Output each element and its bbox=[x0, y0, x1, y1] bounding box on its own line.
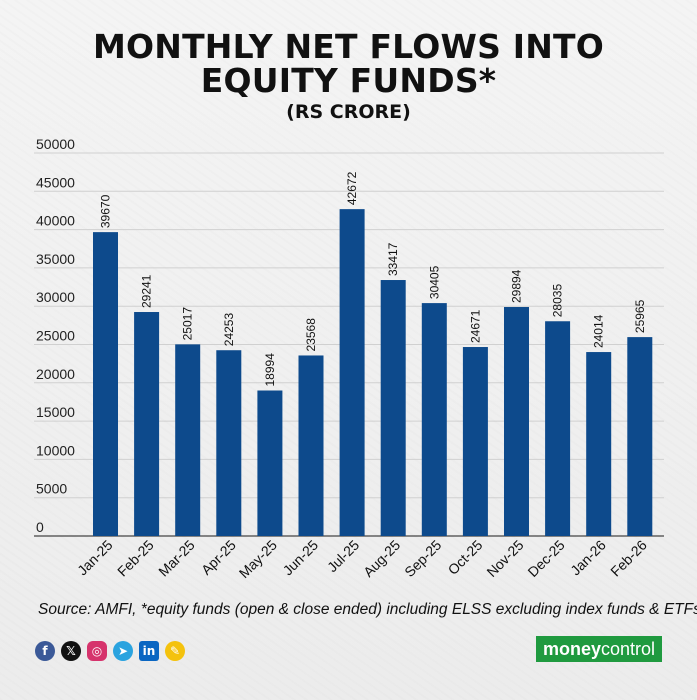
data-label: 30405 bbox=[427, 265, 441, 299]
x-tick-label: Apr-25 bbox=[198, 537, 239, 578]
source-note: Source: AMFI, *equity funds (open & clos… bbox=[38, 601, 697, 618]
bar bbox=[586, 352, 612, 536]
x-tick-label: Jan-25 bbox=[74, 537, 116, 579]
y-tick-label: 5000 bbox=[36, 481, 67, 497]
chart-title: MONTHLY NET FLOWS INTO EQUITY FUNDS* bbox=[0, 30, 697, 98]
brand-part-1: money bbox=[542, 638, 601, 659]
x-tick-label: Jun-25 bbox=[280, 537, 322, 579]
y-tick-label: 0 bbox=[36, 519, 44, 535]
data-label: 29241 bbox=[140, 274, 154, 308]
bar bbox=[380, 280, 406, 536]
social-icons: f 𝕏 ◎ ➤ in ✎ bbox=[35, 641, 185, 661]
instagram-icon[interactable]: ◎ bbox=[87, 641, 107, 661]
data-label: 28035 bbox=[551, 284, 565, 318]
chart-subtitle: (RS CRORE) bbox=[286, 101, 411, 123]
data-label: 33417 bbox=[386, 242, 400, 276]
x-tick-label: Feb-26 bbox=[607, 537, 650, 580]
data-label: 39670 bbox=[99, 194, 113, 228]
data-label: 23568 bbox=[304, 318, 318, 352]
x-tick-label: Jul-25 bbox=[324, 537, 362, 575]
y-tick-label: 30000 bbox=[36, 289, 75, 305]
data-label: 25017 bbox=[181, 307, 195, 341]
bar bbox=[504, 307, 529, 536]
bar bbox=[257, 390, 283, 536]
y-tick-label: 20000 bbox=[36, 366, 75, 382]
bar bbox=[339, 209, 365, 536]
title-line-2: EQUITY FUNDS* bbox=[200, 61, 497, 100]
data-label: 24671 bbox=[468, 309, 482, 343]
y-tick-label: 50000 bbox=[36, 136, 75, 152]
bar bbox=[627, 337, 653, 536]
telegram-icon[interactable]: ➤ bbox=[113, 641, 133, 661]
bar bbox=[421, 303, 447, 536]
x-tick-label: Feb-25 bbox=[114, 537, 157, 580]
y-tick-label: 40000 bbox=[36, 213, 75, 229]
x-tick-label: Aug-25 bbox=[360, 537, 403, 580]
koo-icon[interactable]: ✎ bbox=[165, 641, 185, 661]
y-tick-label: 10000 bbox=[36, 442, 75, 458]
title-line-1: MONTHLY NET FLOWS INTO bbox=[92, 27, 605, 66]
x-tick-label: Sep-25 bbox=[401, 537, 444, 580]
x-tick-label: Jan-26 bbox=[567, 537, 609, 579]
bar bbox=[216, 350, 242, 536]
facebook-icon[interactable]: f bbox=[35, 641, 55, 661]
x-tick-label: Oct-25 bbox=[444, 537, 485, 578]
bar bbox=[462, 347, 488, 536]
x-tick-label: Nov-25 bbox=[483, 537, 526, 580]
bar-chart: 0 5000 10000 15000 20000 25000 30000 35000 40000… bbox=[34, 136, 664, 581]
x-tick-label: Mar-25 bbox=[155, 537, 198, 580]
y-tick-label: 25000 bbox=[36, 328, 75, 344]
y-tick-label: 35000 bbox=[36, 251, 75, 267]
bar bbox=[93, 232, 118, 536]
data-label: 24014 bbox=[592, 314, 606, 348]
data-label: 24253 bbox=[222, 313, 236, 347]
data-label: 25965 bbox=[633, 299, 647, 333]
bar bbox=[134, 312, 160, 536]
data-label: 18994 bbox=[263, 353, 277, 387]
x-tick-label: Dec-25 bbox=[524, 537, 567, 580]
bar bbox=[545, 321, 571, 536]
data-label: 42672 bbox=[345, 171, 359, 205]
y-tick-label: 45000 bbox=[36, 174, 75, 190]
x-tick-label: May-25 bbox=[236, 537, 280, 581]
x-icon[interactable]: 𝕏 bbox=[61, 641, 81, 661]
y-tick-label: 15000 bbox=[36, 404, 75, 420]
data-label: 29894 bbox=[510, 269, 524, 303]
bar bbox=[175, 344, 201, 536]
linkedin-icon[interactable]: in bbox=[139, 641, 159, 661]
brand-part-2: control bbox=[601, 638, 656, 659]
bar bbox=[298, 355, 324, 536]
moneycontrol-logo: money control bbox=[536, 636, 662, 662]
